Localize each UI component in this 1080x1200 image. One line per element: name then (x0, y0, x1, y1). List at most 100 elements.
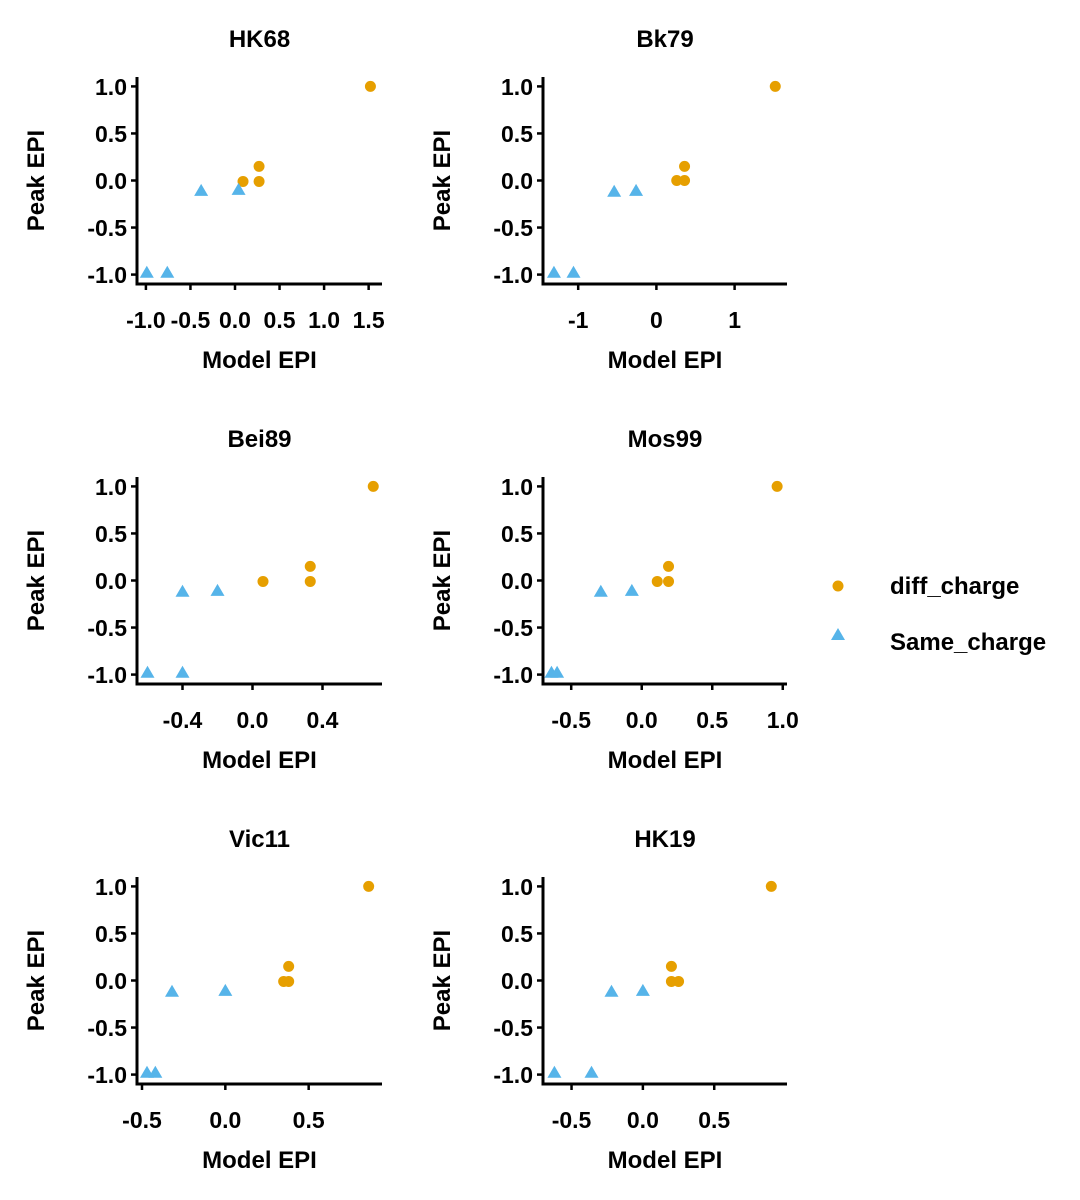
x-tick-label: -0.5 (552, 1107, 592, 1133)
point-diff-charge (364, 80, 376, 92)
point-diff-charge (769, 80, 781, 92)
x-tick-label: -0.4 (163, 707, 203, 733)
legend-item-diff-charge: diff_charge (832, 573, 1019, 600)
x-tick-label: 0.5 (264, 307, 296, 333)
y-tick-label: 0.0 (95, 968, 127, 994)
point-same-charge (165, 984, 179, 997)
point-same-charge (607, 184, 622, 197)
y-tick-label: 0.0 (501, 168, 533, 194)
point-diff-charge (771, 480, 783, 492)
point-same-charge (140, 665, 155, 678)
point-diff-charge (679, 175, 691, 186)
point-diff-charge (367, 480, 379, 492)
point-same-charge (210, 583, 225, 596)
y-axis-label: Peak EPI (23, 930, 50, 1031)
point-diff-charge (663, 560, 675, 572)
x-tick-label: 1.0 (308, 307, 340, 333)
panel-bei89: Bei89 1.0 0.5 0.0 -0.5 -1.0 -0.4 0.0 0.4 Model EP… (23, 426, 382, 774)
panel-title: Vic11 (229, 826, 290, 853)
y-axis-label: Peak EPI (429, 530, 456, 631)
x-axis-label: Model EPI (202, 347, 317, 374)
x-tick-label: 0.0 (209, 1107, 241, 1133)
point-diff-charge (363, 880, 375, 892)
point-same-charge (547, 1065, 562, 1078)
x-tick-label: -1.0 (126, 307, 166, 333)
x-tick-label: 0.0 (627, 1107, 659, 1133)
x-tick-label: 0 (650, 307, 663, 333)
y-tick-label: 0.5 (501, 121, 533, 147)
point-same-charge (175, 665, 190, 678)
point-same-charge (604, 984, 619, 997)
panel-title: Mos99 (628, 426, 703, 453)
point-diff-charge (651, 575, 663, 587)
point-same-charge (566, 265, 581, 278)
x-axis-label: Model EPI (608, 747, 723, 774)
y-tick-label: 0.0 (501, 968, 533, 994)
x-tick-label: -1 (568, 307, 589, 333)
y-tick-label: -0.5 (493, 215, 533, 241)
point-same-charge (624, 583, 639, 596)
x-tick-label: 0.5 (293, 1107, 325, 1133)
x-tick-label: 1.0 (767, 707, 799, 733)
x-tick-label: 0.0 (237, 707, 269, 733)
panel-vic11: Vic11 1.0 0.5 0.0 -0.5 -1.0 -0.5 0.0 0.5 Model EP… (23, 826, 382, 1174)
point-diff-charge (257, 575, 269, 587)
panel-mos99: Mos99 1.0 0.5 0.0 -0.5 -1.0 -0.5 0.0 0.5 1.0 Model… (429, 426, 799, 774)
x-tick-label: -0.5 (171, 307, 211, 333)
legend-label-same-charge: Same_charge (890, 629, 1046, 656)
point-diff-charge (765, 880, 777, 892)
y-tick-label: 0.5 (501, 921, 533, 947)
panel-title: Bk79 (636, 26, 693, 53)
y-tick-label: 1.0 (501, 874, 533, 900)
y-tick-label: -0.5 (87, 1015, 127, 1041)
point-diff-charge (253, 175, 265, 187)
point-same-charge (218, 983, 233, 996)
y-tick-label: -1.0 (87, 262, 127, 288)
y-tick-label: 0.0 (95, 168, 127, 194)
y-tick-label: 0.0 (501, 568, 533, 594)
y-axis-label: Peak EPI (23, 530, 50, 631)
x-axis-label: Model EPI (202, 747, 317, 774)
point-same-charge (194, 183, 209, 196)
y-tick-label: 0.0 (95, 568, 127, 594)
y-axis-label: Peak EPI (23, 130, 50, 231)
x-axis-label: Model EPI (202, 1147, 317, 1174)
y-tick-label: 0.5 (95, 121, 127, 147)
y-tick-label: -1.0 (87, 1062, 127, 1088)
point-diff-charge (665, 960, 677, 972)
point-diff-charge (253, 160, 265, 172)
panel-title: HK19 (634, 826, 695, 853)
point-diff-charge (679, 160, 691, 172)
legend-marker-same-charge (831, 628, 845, 640)
legend: diff_charge Same_charge (831, 573, 1046, 656)
x-tick-label: 1 (728, 307, 741, 333)
legend-marker-diff-charge (832, 580, 844, 592)
point-same-charge (546, 265, 561, 278)
y-tick-label: 0.5 (501, 521, 533, 547)
panel-hk19: HK19 1.0 0.5 0.0 -0.5 -1.0 -0.5 0.0 0.5 Model EPI… (429, 826, 787, 1174)
point-diff-charge (283, 960, 295, 972)
y-tick-label: -1.0 (493, 1062, 533, 1088)
point-same-charge (231, 182, 246, 195)
point-diff-charge (663, 575, 675, 587)
panel-title: HK68 (229, 26, 290, 53)
y-tick-label: 1.0 (95, 874, 127, 900)
point-diff-charge (237, 175, 249, 187)
point-same-charge (629, 183, 644, 196)
x-tick-label: 1.5 (353, 307, 385, 333)
x-axis-label: Model EPI (608, 1147, 723, 1174)
y-tick-label: 0.5 (95, 921, 127, 947)
y-tick-label: -1.0 (493, 262, 533, 288)
x-axis-label: Model EPI (608, 347, 723, 374)
y-tick-label: 1.0 (95, 474, 127, 500)
point-same-charge (635, 983, 650, 996)
x-tick-label: 0.5 (698, 1107, 730, 1133)
legend-label-diff-charge: diff_charge (890, 573, 1019, 600)
y-axis-label: Peak EPI (429, 930, 456, 1031)
y-tick-label: -1.0 (87, 662, 127, 688)
y-tick-label: -0.5 (87, 215, 127, 241)
y-tick-label: 1.0 (95, 74, 127, 100)
